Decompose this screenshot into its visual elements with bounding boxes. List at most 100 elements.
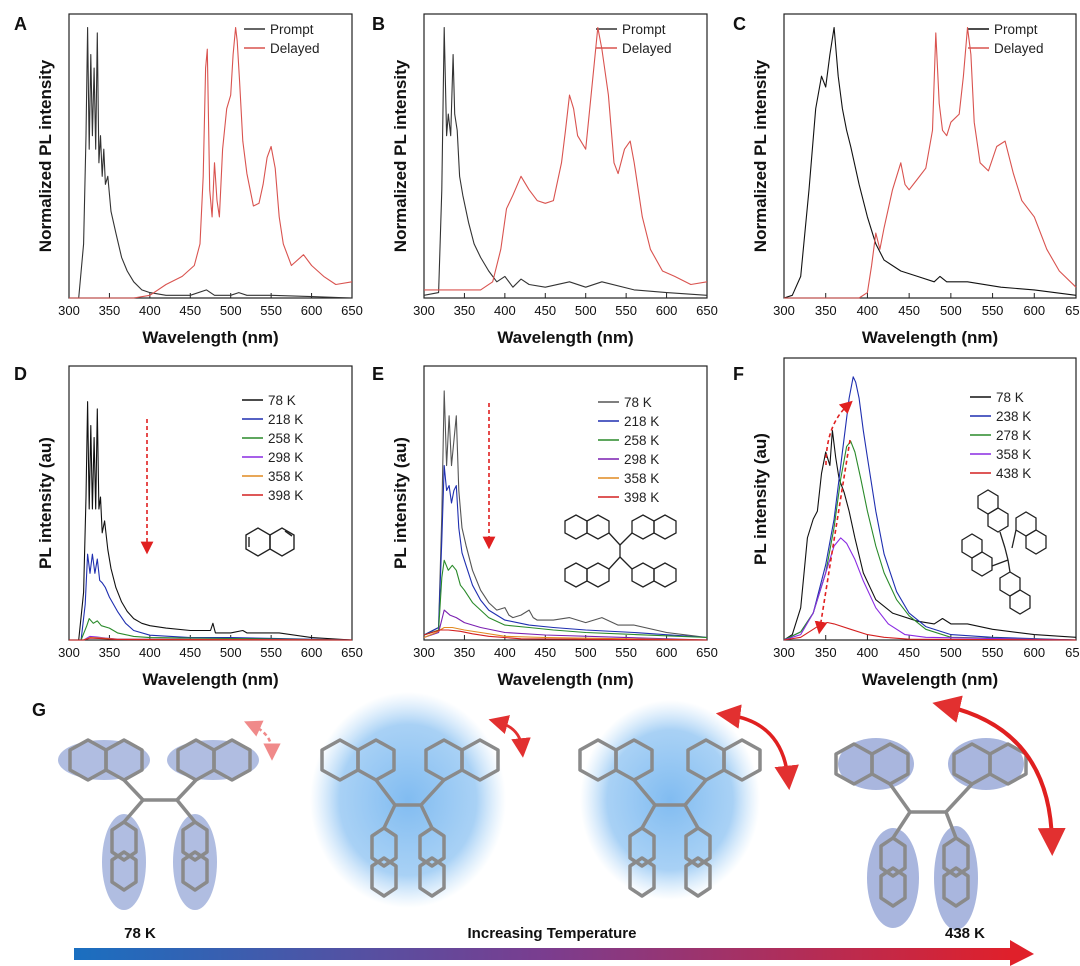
x-tick-label: 300: [773, 645, 795, 660]
panel-label-g: G: [32, 700, 46, 720]
x-tick-label: 550: [982, 645, 1004, 660]
vibration-arrow-large: [715, 704, 799, 791]
x-tick-label: 600: [301, 303, 323, 318]
plot-frame-b: [423, 13, 708, 299]
x-tick-label: 650: [341, 303, 363, 318]
series-line-e-5: [423, 629, 708, 641]
molecule-218k-glow: [310, 692, 506, 908]
series-line-b-0: [423, 26, 708, 296]
chart-a: A 300 350 400 450 500 550 600 650 Wavelength (nm)…: [14, 13, 363, 347]
vibration-arrow-medium: [488, 715, 531, 758]
legend-label: 78 K: [624, 395, 652, 410]
x-tick-label: 300: [773, 303, 795, 318]
series-line-d-5: [69, 637, 353, 641]
panel-label-f: F: [733, 364, 744, 384]
panel-label-b: B: [372, 14, 385, 34]
legend-label: 258 K: [268, 431, 303, 446]
series-line-d-2: [69, 618, 353, 641]
chart-f: F 300 350 400 450 500 550 600 650 Wavelength (nm)…: [733, 357, 1080, 689]
chart-d: D 300 350 400 450 500 550 600 650 Wavelength (nm)…: [14, 364, 363, 689]
x-tick-label: 350: [454, 645, 476, 660]
x-tick-label: 350: [815, 303, 837, 318]
x-tick-label: 550: [260, 303, 282, 318]
legend-label: Delayed: [994, 41, 1044, 56]
label-78k: 78 K: [124, 925, 156, 942]
molecule-438k: [834, 738, 1028, 930]
legend-label: 258 K: [624, 433, 659, 448]
temperature-gradient-arrowhead: [1010, 940, 1034, 966]
legend-label: 218 K: [624, 414, 659, 429]
x-tick-label: 400: [494, 645, 516, 660]
legend-label: 278 K: [996, 428, 1031, 443]
x-tick-label: 450: [179, 303, 201, 318]
label-increasing-temperature: Increasing Temperature: [468, 925, 637, 942]
y-axis-label-b: Normalized PL intensity: [391, 59, 410, 252]
y-axis-label-e: PL intensity (au): [391, 437, 410, 569]
x-tick-label: 400: [139, 303, 161, 318]
series-line-c-0: [783, 26, 1077, 299]
x-axis-label-e: Wavelength (nm): [497, 670, 633, 689]
x-axis-label-b: Wavelength (nm): [497, 328, 633, 347]
legend-label: 398 K: [624, 490, 659, 505]
x-tick-label: 500: [220, 645, 242, 660]
plot-frame-e: [423, 365, 708, 641]
x-tick-label: 400: [857, 303, 879, 318]
x-tick-label: 650: [1065, 303, 1080, 318]
series-line-f-0: [783, 429, 1077, 641]
legend-label: Prompt: [622, 22, 666, 37]
x-axis-label-d: Wavelength (nm): [142, 670, 278, 689]
legend-label: 358 K: [268, 469, 303, 484]
x-tick-label: 650: [341, 645, 363, 660]
series-line-f-4: [783, 621, 1077, 641]
series-line-f-3: [783, 537, 1077, 641]
temperature-gradient-bar: [74, 948, 1014, 960]
x-tick-label: 300: [413, 303, 435, 318]
series-line-e-0: [423, 390, 708, 639]
x-tick-label: 600: [301, 645, 323, 660]
plot-frame-d: [68, 365, 353, 641]
legend-label: 358 K: [996, 447, 1031, 462]
x-tick-label: 350: [99, 645, 121, 660]
x-tick-label: 600: [1023, 645, 1045, 660]
x-tick-label: 400: [139, 645, 161, 660]
x-axis-label-a: Wavelength (nm): [142, 328, 278, 347]
naphthalene-structure: [245, 527, 295, 557]
legend-label: 78 K: [996, 390, 1024, 405]
tetraphenanthrylethane-structure: [961, 489, 1047, 615]
legend-label: Delayed: [622, 41, 672, 56]
legend-label: 238 K: [996, 409, 1031, 424]
panel-label-e: E: [372, 364, 384, 384]
series-line-f-2: [783, 440, 1077, 641]
peak-shift-arrow-down: [814, 439, 851, 635]
series-line-e-1: [423, 465, 708, 639]
x-tick-label: 550: [982, 303, 1004, 318]
legend-label: 218 K: [268, 412, 303, 427]
series-line-f-1: [783, 376, 1077, 641]
legend-label: 358 K: [624, 471, 659, 486]
y-axis-label-f: PL intensity (au): [751, 433, 770, 565]
tetranaphthylethane-structure: [564, 514, 677, 588]
x-tick-label: 450: [179, 645, 201, 660]
molecule-358k-glow: [578, 700, 762, 900]
x-tick-label: 450: [534, 303, 556, 318]
x-tick-label: 550: [615, 645, 637, 660]
x-tick-label: 550: [260, 645, 282, 660]
molecule-78k: [58, 738, 259, 910]
legend-label: Prompt: [270, 22, 314, 37]
panel-label-d: D: [14, 364, 27, 384]
x-tick-label: 300: [58, 645, 80, 660]
x-tick-label: 650: [696, 645, 718, 660]
series-line-d-1: [69, 553, 353, 641]
panel-label-a: A: [14, 14, 27, 34]
legend-label: 298 K: [624, 452, 659, 467]
legend-label: Prompt: [994, 22, 1038, 37]
x-tick-label: 600: [656, 645, 678, 660]
x-tick-label: 400: [857, 645, 879, 660]
x-tick-label: 300: [413, 645, 435, 660]
x-tick-label: 500: [940, 303, 962, 318]
vibration-arrow-xlarge: [932, 695, 1066, 856]
series-line-c-1: [784, 26, 1077, 299]
plot-frame-f: [783, 357, 1077, 641]
x-tick-label: 400: [494, 303, 516, 318]
